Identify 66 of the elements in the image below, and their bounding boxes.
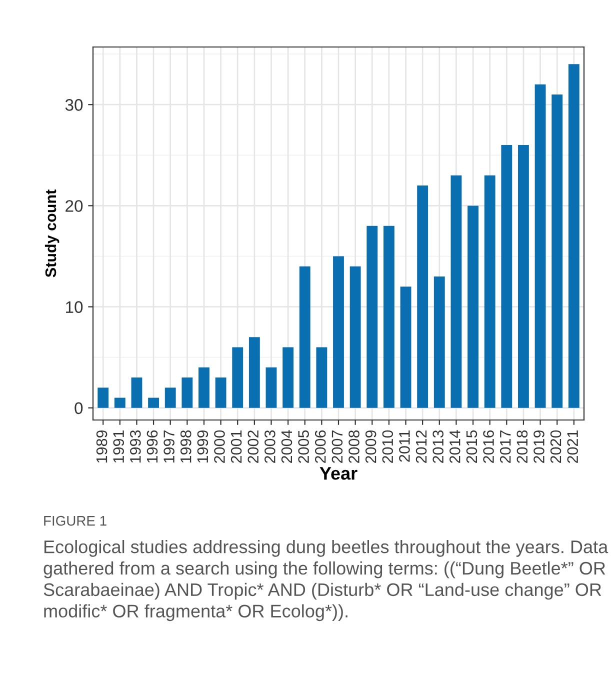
bar <box>484 175 496 408</box>
x-tick-label: 2006 <box>314 430 326 463</box>
y-axis-title: Study count <box>44 190 60 278</box>
x-tick-label: 1989 <box>96 430 108 463</box>
bar <box>182 378 193 408</box>
bar <box>248 337 260 408</box>
y-tick-label: 10 <box>66 301 83 313</box>
x-tick-label: 1991 <box>113 430 124 463</box>
caption: FIGURE 1 <box>44 516 106 526</box>
y-tick-label: 30 <box>65 99 83 111</box>
x-tick-label: 1997 <box>164 430 174 463</box>
x-tick-label: 2017 <box>500 430 511 463</box>
bar <box>501 145 512 408</box>
x-tick-label: 1999 <box>197 430 208 463</box>
x-tick-label: 2001 <box>230 430 242 463</box>
x-tick-label: 1996 <box>146 430 158 463</box>
x-tick-label: 2013 <box>432 430 444 463</box>
bar <box>148 398 159 408</box>
x-tick-label: 2004 <box>281 430 292 463</box>
bar <box>299 266 310 408</box>
bar <box>434 276 445 408</box>
bar <box>114 398 126 408</box>
bar <box>366 226 378 408</box>
x-tick-label: 2021 <box>567 430 578 463</box>
bar <box>316 347 328 408</box>
x-tick-label: 2002 <box>248 430 259 463</box>
bar <box>383 226 394 408</box>
x-tick-label: 2003 <box>264 430 276 463</box>
x-tick-label: 2010 <box>382 430 394 463</box>
bar <box>215 378 226 408</box>
bar <box>450 175 462 408</box>
bar <box>333 256 344 408</box>
x-tick-label: 2009 <box>365 430 376 463</box>
x-tick-label: 2012 <box>416 430 427 463</box>
x-tick-label: 2007 <box>332 430 343 463</box>
x-tick-label: 2016 <box>483 430 494 463</box>
x-tick-label: 2008 <box>348 430 360 463</box>
bar <box>568 64 580 408</box>
bar <box>198 367 210 408</box>
bar <box>350 266 361 408</box>
x-tick-label: 1998 <box>180 430 192 463</box>
bar <box>131 378 142 408</box>
bar <box>266 367 277 408</box>
y-tick-label: 20 <box>66 200 83 212</box>
y-tick-label: 0 <box>74 402 83 414</box>
x-tick-label: 1993 <box>130 430 141 463</box>
x-tick-label: 2015 <box>466 430 478 463</box>
bar <box>400 286 412 408</box>
x-tick-label: 2014 <box>449 430 460 463</box>
x-tick-label: 2000 <box>214 430 225 463</box>
bar <box>98 388 109 408</box>
bar <box>552 94 563 408</box>
bar <box>417 185 428 408</box>
bar <box>232 347 244 408</box>
x-axis-title: Year <box>320 467 358 480</box>
bar <box>282 347 294 408</box>
bar <box>518 145 529 408</box>
x-tick-label: 2011 <box>399 430 410 462</box>
x-tick-label: 2020 <box>550 430 562 463</box>
x-tick-label: 2005 <box>298 430 309 463</box>
bar <box>164 388 176 408</box>
bar <box>468 206 478 408</box>
x-tick-label: 2018 <box>516 430 528 463</box>
text: Ecological studies addressing dung beetles throughout the years. Data gathered from a search using the following terms: ((“Dung Beetle*” OR Scarabaeinae) AND Tropic* AND (Disturb* OR “Land-use change” OR modific* OR fragmenta* OR Ecolog*)). <box>44 540 608 622</box>
bar <box>534 84 546 408</box>
x-tick-label: 2019 <box>534 430 544 463</box>
